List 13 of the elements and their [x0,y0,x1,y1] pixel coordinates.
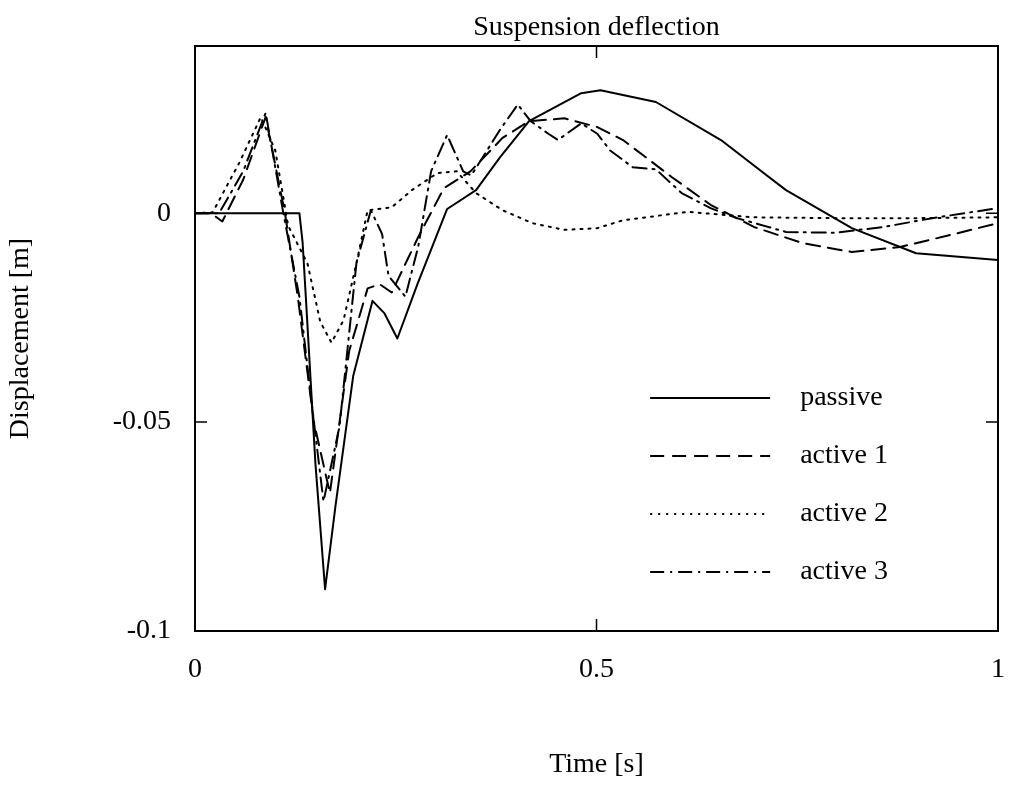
legend-label: active 1 [800,438,888,470]
legend-label: active 3 [800,554,888,586]
legend-label: passive [800,380,883,412]
y-axis-title: Displacement [m] [3,237,35,440]
y-tick-label: 0 [157,195,171,227]
y-tick-label: -0.05 [112,404,171,436]
x-tick-label: 0 [188,652,202,684]
legend-label: active 2 [800,496,888,528]
chart-title: Suspension deflection [473,10,720,42]
x-tick-label: 1 [991,652,1005,684]
x-axis-title: Time [s] [549,746,644,778]
y-tick-label: -0.1 [126,613,171,645]
x-tick-label: 0.5 [579,652,614,684]
